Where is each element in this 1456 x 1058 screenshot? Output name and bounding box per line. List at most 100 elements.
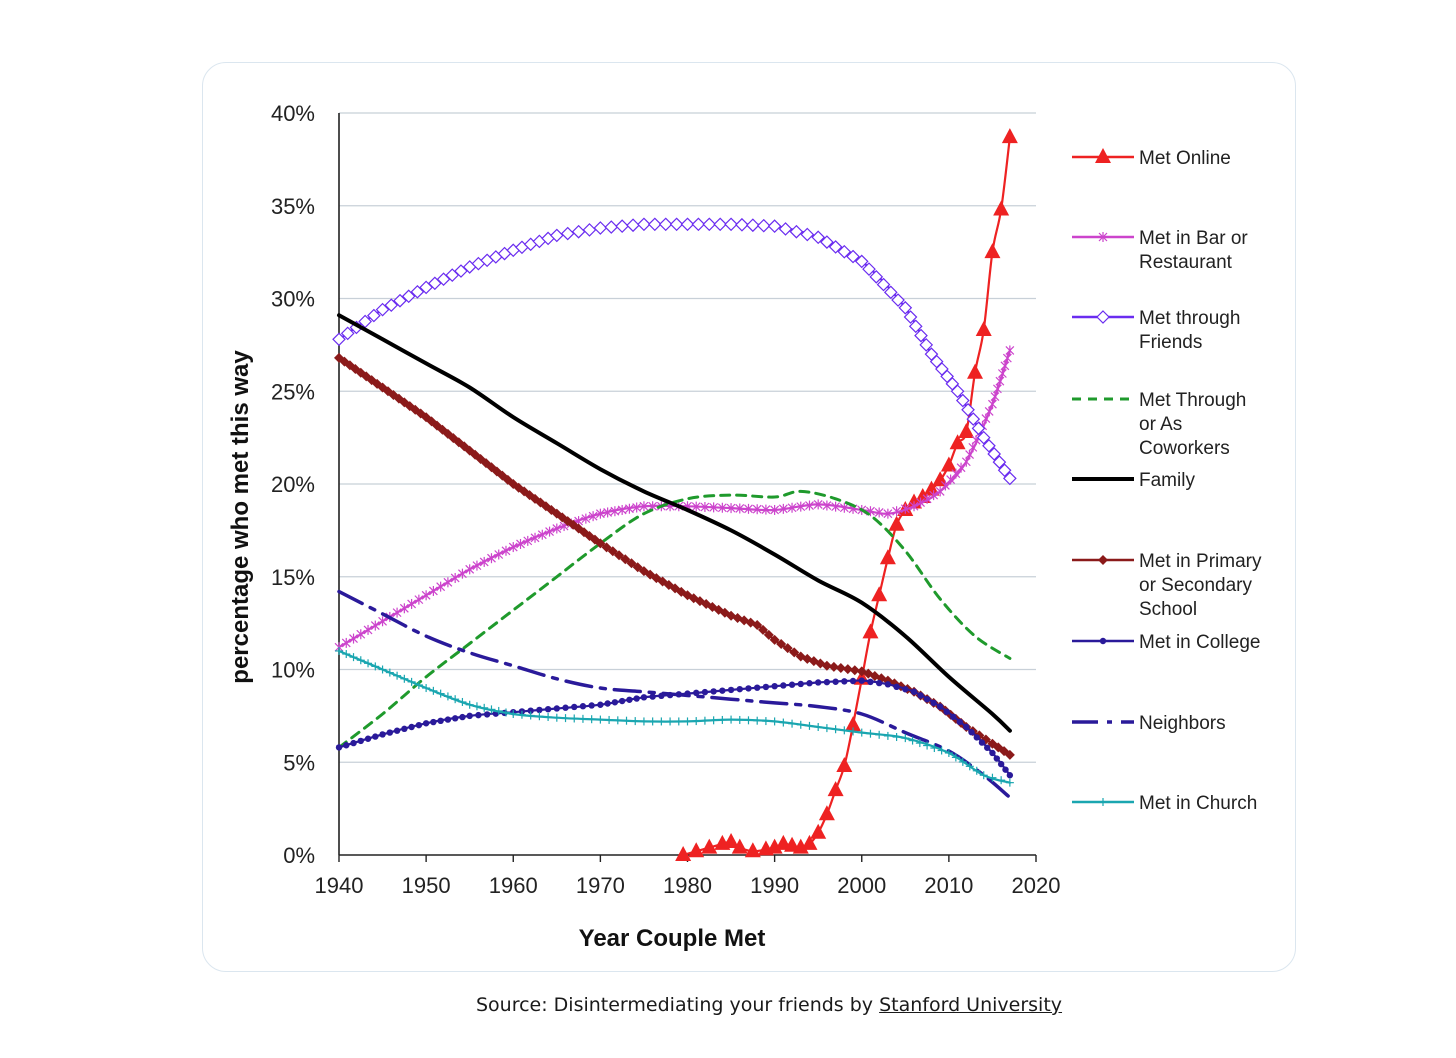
data-point-marker: [487, 553, 496, 564]
data-point-marker: [984, 243, 1001, 259]
y-tick-label: 10%: [271, 658, 315, 683]
data-point-marker: [828, 240, 843, 254]
data-point-marker: [990, 391, 1000, 402]
data-point-marker: [436, 689, 445, 698]
data-point-marker: [624, 503, 634, 514]
legend-marker: [1098, 555, 1108, 565]
data-point-marker: [876, 277, 891, 292]
data-point-marker: [363, 624, 373, 635]
data-point-marker: [414, 594, 424, 605]
data-point-marker: [501, 708, 510, 717]
data-point-marker: [770, 717, 779, 726]
data-point-marker: [718, 715, 727, 724]
data-point-marker: [430, 718, 437, 726]
data-point-marker: [400, 674, 409, 683]
y-tick-label: 0%: [283, 843, 315, 868]
data-point-marker: [626, 696, 633, 703]
data-point-marker: [549, 228, 564, 243]
data-point-marker: [744, 842, 761, 858]
data-point-marker: [968, 728, 975, 736]
source-caption: Source: Disintermediating your friends b…: [0, 994, 1456, 1016]
data-point-marker: [797, 680, 804, 688]
data-point-marker: [691, 501, 701, 512]
data-point-marker: [537, 529, 547, 540]
y-tick-label: 5%: [283, 750, 315, 775]
data-point-marker: [910, 688, 918, 695]
data-point-marker: [459, 713, 466, 721]
data-point-marker: [892, 733, 901, 742]
data-point-marker: [949, 434, 966, 450]
data-point-marker: [758, 624, 769, 635]
data-point-marker: [736, 685, 743, 693]
data-point-marker: [762, 683, 770, 691]
data-point-marker: [450, 572, 460, 583]
y-tick-label: 15%: [271, 565, 315, 590]
legend-label-line: Met Through: [1139, 390, 1246, 411]
data-point-marker: [649, 693, 656, 700]
data-point-marker: [349, 633, 358, 644]
y-tick-label: 30%: [271, 287, 315, 312]
data-point-marker: [494, 549, 504, 560]
data-point-marker: [1005, 778, 1014, 787]
data-point-marker: [771, 682, 778, 690]
data-point-marker: [428, 585, 438, 596]
data-point-marker: [379, 731, 386, 738]
series-line: [337, 489, 1012, 749]
data-point-marker: [943, 708, 950, 715]
data-point-marker: [922, 493, 932, 504]
data-point-marker: [992, 383, 1002, 394]
data-point-marker: [647, 217, 662, 232]
data-point-marker: [603, 507, 613, 518]
data-point-marker: [875, 679, 883, 687]
data-point-marker: [372, 733, 379, 740]
data-point-marker: [401, 725, 408, 733]
series-line: [337, 349, 1011, 649]
data-point-marker: [700, 502, 710, 513]
data-point-marker: [571, 703, 578, 711]
stanford-link[interactable]: Stanford University: [879, 994, 1063, 1016]
data-point-marker: [822, 724, 831, 733]
data-point-marker: [717, 502, 727, 513]
data-point-marker: [614, 550, 625, 561]
data-point-marker: [702, 217, 717, 232]
data-point-marker: [763, 629, 774, 640]
data-point-marker: [745, 685, 752, 692]
data-point-marker: [989, 749, 996, 757]
data-point-marker: [458, 697, 467, 706]
data-point-marker: [607, 546, 618, 557]
data-point-marker: [916, 497, 925, 508]
data-point-marker: [367, 308, 381, 323]
data-point-marker: [436, 581, 446, 592]
data-point-marker: [710, 688, 717, 695]
data-point-marker: [596, 715, 605, 724]
data-point-marker: [342, 650, 351, 659]
data-point-marker: [936, 703, 944, 710]
legend-label: Met in Bar or Restaurant: [1139, 228, 1248, 273]
data-point-marker: [501, 545, 511, 556]
legend-item-met-in-church: Met in Church: [1072, 793, 1257, 814]
data-point-marker: [901, 734, 910, 743]
data-point-marker: [657, 717, 666, 726]
data-point-marker: [846, 249, 860, 264]
data-point-marker: [479, 556, 489, 567]
data-point-marker: [587, 715, 596, 724]
legend-label: Neighbors: [1139, 713, 1226, 734]
data-point-marker: [908, 736, 917, 745]
data-point-marker: [823, 678, 831, 686]
legend-item-met-in-bar-or-restaurant: Met in Bar or Restaurant: [1072, 228, 1248, 273]
data-point-marker: [415, 721, 423, 729]
data-point-marker: [349, 653, 358, 662]
series-neighbors: [337, 589, 1012, 800]
data-point-marker: [437, 717, 444, 725]
data-point-marker: [874, 507, 884, 518]
legend-item-met-in-college: Met in College: [1072, 632, 1260, 653]
legend-label: Met in Primary or Secondary School: [1139, 551, 1262, 620]
data-point-marker: [475, 711, 482, 719]
data-point-marker: [988, 773, 997, 782]
data-point-marker: [875, 730, 884, 739]
data-point-marker: [883, 731, 892, 740]
data-point-marker: [719, 687, 726, 694]
data-point-marker: [604, 700, 611, 707]
data-point-marker: [570, 714, 579, 723]
data-point-marker: [820, 235, 834, 249]
